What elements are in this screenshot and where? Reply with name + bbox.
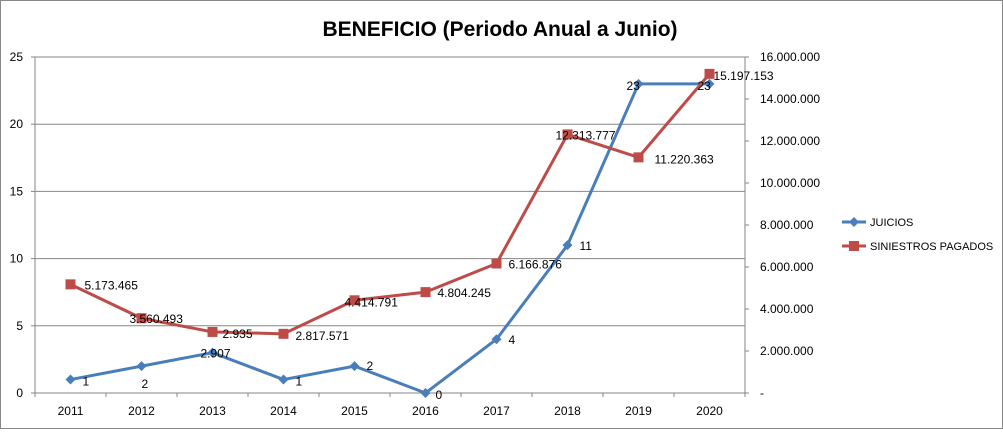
series-marker bbox=[136, 361, 147, 372]
data-label: 12.313.777 bbox=[556, 128, 616, 142]
y-left-tick-label: 5 bbox=[16, 319, 23, 333]
legend-marker bbox=[849, 241, 859, 251]
y-left-tick-label: 0 bbox=[16, 386, 23, 400]
data-label: 11 bbox=[580, 239, 593, 253]
series-marker bbox=[136, 313, 147, 324]
x-tick-label: 2012 bbox=[128, 404, 155, 418]
data-label: 4.804.245 bbox=[438, 286, 492, 300]
data-label: 15.197.153 bbox=[714, 69, 774, 83]
series-marker bbox=[207, 347, 218, 358]
y-left-tick-label: 20 bbox=[10, 117, 24, 131]
series-marker bbox=[420, 388, 431, 398]
series-marker bbox=[349, 361, 360, 372]
data-label: 4 bbox=[509, 333, 516, 347]
series-marker bbox=[207, 326, 218, 337]
data-labels: 1 2 2.907 1 2 0 4 11 23 23 5.173.465 3.560.493 2.935… bbox=[83, 69, 774, 402]
gridlines bbox=[35, 56, 745, 327]
y-left-tick-label: 10 bbox=[10, 252, 24, 266]
series-marker bbox=[65, 374, 76, 385]
series-line-juicios bbox=[70, 82, 710, 395]
series-marker bbox=[491, 258, 502, 269]
y-right-tick-label: 6.000.000 bbox=[760, 260, 814, 274]
data-label: 1 bbox=[83, 375, 90, 389]
series-marker bbox=[420, 287, 431, 298]
series-marker bbox=[278, 374, 289, 385]
data-label: 4.414.791 bbox=[345, 295, 399, 309]
series-marker bbox=[278, 328, 289, 339]
y-right-tick-label: 14.000.000 bbox=[760, 92, 820, 106]
y-right-tick-label: 12.000.000 bbox=[760, 134, 820, 148]
series-marker bbox=[65, 279, 76, 290]
data-label: 2.935 bbox=[223, 327, 253, 341]
x-tick-label: 2018 bbox=[554, 404, 581, 418]
series-marker bbox=[633, 152, 644, 163]
x-tick-label: 2020 bbox=[696, 404, 723, 418]
axes: 0510152025-2.000.0004.000.0006.000.0008.… bbox=[10, 50, 821, 418]
x-tick-label: 2015 bbox=[341, 404, 368, 418]
legend-label: SINIESTROS PAGADOS bbox=[870, 241, 993, 253]
y-right-tick-label: 16.000.000 bbox=[760, 50, 820, 64]
x-tick-label: 2019 bbox=[625, 404, 652, 418]
x-tick-label: 2014 bbox=[270, 404, 297, 418]
series-marker bbox=[633, 78, 644, 89]
legend: JUICIOS SINIESTROS PAGADOS bbox=[842, 217, 993, 253]
series-marker bbox=[562, 240, 573, 251]
x-tick-label: 2016 bbox=[412, 404, 439, 418]
data-label: 1 bbox=[296, 375, 303, 389]
data-label: 2 bbox=[367, 359, 374, 373]
data-label: 2.907 bbox=[201, 347, 231, 361]
series-marker bbox=[704, 78, 715, 89]
data-label: 23 bbox=[698, 79, 712, 93]
data-label: 2 bbox=[142, 377, 149, 391]
chart-title: BENEFICIO (Periodo Anual a Junio) bbox=[322, 18, 677, 41]
series-line-siniestros-pagados bbox=[69, 72, 711, 336]
data-label: 11.220.363 bbox=[655, 152, 714, 166]
data-label: 5.173.465 bbox=[85, 278, 139, 292]
x-tick-label: 2011 bbox=[58, 404, 84, 418]
data-label: 6.166.876 bbox=[509, 257, 563, 271]
y-right-tick-label: 4.000.000 bbox=[760, 302, 814, 316]
y-right-tick-label: 8.000.000 bbox=[760, 218, 814, 232]
series-marker bbox=[704, 68, 715, 79]
data-label: 2.817.571 bbox=[296, 329, 350, 343]
y-left-tick-label: 15 bbox=[10, 184, 24, 198]
series-layer bbox=[65, 68, 715, 398]
data-label: 3.560.493 bbox=[130, 312, 184, 326]
data-label: 23 bbox=[627, 79, 641, 93]
y-right-tick-label: 10.000.000 bbox=[760, 176, 820, 190]
data-label: 0 bbox=[436, 388, 443, 402]
y-left-tick-label: 25 bbox=[10, 50, 24, 64]
y-right-tick-label: - bbox=[760, 386, 764, 400]
series-marker bbox=[491, 334, 502, 345]
legend-label: JUICIOS bbox=[870, 217, 913, 229]
series-marker bbox=[349, 295, 360, 306]
legend-marker bbox=[849, 217, 859, 227]
series-marker bbox=[562, 129, 573, 140]
x-tick-label: 2013 bbox=[199, 404, 226, 418]
y-right-tick-label: 2.000.000 bbox=[760, 344, 814, 358]
x-tick-label: 2017 bbox=[483, 404, 510, 418]
